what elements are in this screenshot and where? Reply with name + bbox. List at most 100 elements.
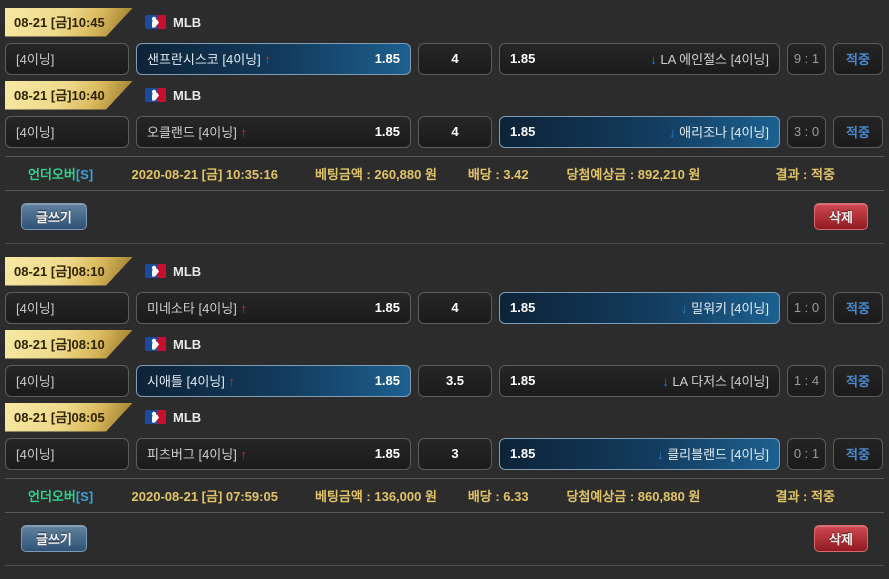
away-odds: 1.85 <box>510 373 536 388</box>
game-row: 08-21 [금]08:05 MLB [4이닝] 피츠버그 [4이닝] ↑ 1.… <box>5 399 884 472</box>
league-label: MLB <box>145 264 201 279</box>
away-team-cell[interactable]: 1.85 ↓ LA 다저스 [4이닝] <box>499 364 780 397</box>
inning-option-button[interactable]: [4이닝] <box>5 364 129 397</box>
league-name: MLB <box>173 409 202 425</box>
bet-expected-winnings: 당첨예상금 : 860,880 원 <box>566 489 701 504</box>
home-team-cell[interactable]: 샌프란시스코 [4이닝] ↑ 1.85 <box>136 42 411 75</box>
mlb-logo-icon <box>145 337 166 351</box>
handicap-value-cell[interactable]: 3 <box>418 437 492 470</box>
league-label: MLB <box>145 15 201 30</box>
odds-down-arrow-icon: ↓ <box>669 125 676 140</box>
slip-footer: 글쓰기 삭제 <box>5 513 884 563</box>
home-team-name: 시애틀 [4이닝] <box>147 374 225 389</box>
home-team-name: 피츠버그 [4이닝] <box>147 447 237 462</box>
odds-up-arrow-icon: ↑ <box>240 125 247 140</box>
league-label: MLB <box>145 88 201 103</box>
score-badge: 1 : 4 <box>787 364 826 397</box>
league-name: MLB <box>173 87 202 103</box>
league-name: MLB <box>173 14 202 30</box>
bet-datetime: 2020-08-21 [금] 07:59:05 <box>131 489 278 504</box>
game-row: 08-21 [금]08:10 MLB [4이닝] 미네소타 [4이닝] ↑ 1.… <box>5 253 884 326</box>
away-team-cell[interactable]: 1.85 ↓ 애리조나 [4이닝] <box>499 115 780 148</box>
odds-down-arrow-icon: ↓ <box>657 447 664 462</box>
inning-option-button[interactable]: [4이닝] <box>5 115 129 148</box>
odds-up-arrow-icon: ↑ <box>228 374 236 389</box>
bet-type-label: 언더오버[S] <box>28 489 94 504</box>
odds-up-arrow-icon: ↑ <box>240 447 247 462</box>
slip-footer: 글쓰기 삭제 <box>5 191 884 241</box>
odds-down-arrow-icon: ↓ <box>681 301 688 316</box>
home-team-cell[interactable]: 시애틀 [4이닝] ↑ 1.85 <box>136 364 411 397</box>
away-odds: 1.85 <box>510 124 536 139</box>
loading-dots: ... <box>436 573 453 579</box>
league-name: MLB <box>173 336 202 352</box>
game-row: 08-21 [금]10:40 MLB [4이닝] 오클랜드 [4이닝] ↑ 1.… <box>5 77 884 150</box>
mlb-logo-icon <box>145 264 166 278</box>
bet-result: 결과 : 적중 <box>775 489 835 504</box>
away-team-cell[interactable]: 1.85 ↓ 밀워키 [4이닝] <box>499 291 780 324</box>
write-button[interactable]: 글쓰기 <box>21 202 87 230</box>
handicap-value-cell[interactable]: 4 <box>418 115 492 148</box>
away-odds: 1.85 <box>510 51 536 66</box>
home-team-name: 샌프란시스코 [4이닝] <box>147 52 261 67</box>
delete-button[interactable]: 삭제 <box>814 202 868 230</box>
handicap-value-cell[interactable]: 4 <box>418 291 492 324</box>
result-badge: 적중 <box>833 364 883 397</box>
away-team-name: LA 다저스 [4이닝] <box>672 374 769 389</box>
bet-dividend: 배당 : 3.42 <box>467 167 529 182</box>
away-odds: 1.85 <box>510 300 536 315</box>
home-team-cell[interactable]: 피츠버그 [4이닝] ↑ 1.85 <box>136 437 411 470</box>
home-odds: 1.85 <box>374 300 400 315</box>
bet-summary-row: 언더오버[S] 2020-08-21 [금] 07:59:05 베팅금액 : 1… <box>5 478 884 513</box>
game-datetime-badge: 08-21 [금]08:10 <box>5 256 133 286</box>
home-team-cell[interactable]: 미네소타 [4이닝] ↑ 1.85 <box>136 291 411 324</box>
game-datetime-badge: 08-21 [금]08:10 <box>5 329 133 359</box>
odds-up-arrow-icon: ↑ <box>240 301 247 316</box>
league-label: MLB <box>145 410 201 425</box>
result-badge: 적중 <box>833 437 883 470</box>
result-badge: 적중 <box>833 42 883 75</box>
game-row: 08-21 [금]08:10 MLB [4이닝] 시애틀 [4이닝] ↑ 1.8… <box>5 326 884 399</box>
bet-summary-row: 언더오버[S] 2020-08-21 [금] 10:35:16 베팅금액 : 2… <box>5 156 884 191</box>
away-team-name: 밀워키 [4이닝] <box>691 301 769 316</box>
handicap-value-cell[interactable]: 4 <box>418 42 492 75</box>
away-team-name: 클리블랜드 [4이닝] <box>667 447 769 462</box>
bet-slip: 08-21 [금]08:10 MLB [4이닝] 미네소타 [4이닝] ↑ 1.… <box>5 253 884 566</box>
game-datetime-badge: 08-21 [금]10:40 <box>5 80 133 110</box>
mlb-logo-icon <box>145 88 166 102</box>
away-odds: 1.85 <box>510 446 536 461</box>
game-datetime-badge: 08-21 [금]08:05 <box>5 402 133 432</box>
away-team-name: LA 에인절스 [4이닝] <box>660 52 769 67</box>
bet-datetime: 2020-08-21 [금] 10:35:16 <box>131 167 278 182</box>
write-button[interactable]: 글쓰기 <box>21 524 87 552</box>
mlb-logo-icon <box>145 15 166 29</box>
bet-slip: 08-21 [금]10:45 MLB [4이닝] 샌프란시스코 [4이닝] ↑ … <box>5 4 884 244</box>
odds-down-arrow-icon: ↓ <box>662 374 669 389</box>
league-label: MLB <box>145 337 201 352</box>
inning-option-button[interactable]: [4이닝] <box>5 437 129 470</box>
away-team-name: 애리조나 [4이닝] <box>679 125 769 140</box>
result-badge: 적중 <box>833 115 883 148</box>
away-team-cell[interactable]: 1.85 ↓ LA 에인절스 [4이닝] <box>499 42 780 75</box>
home-team-name: 오클랜드 [4이닝] <box>147 125 237 140</box>
away-team-cell[interactable]: 1.85 ↓ 클리블랜드 [4이닝] <box>499 437 780 470</box>
bet-amount: 베팅금액 : 260,880 원 <box>314 167 437 182</box>
inning-option-button[interactable]: [4이닝] <box>5 42 129 75</box>
bet-expected-winnings: 당첨예상금 : 892,210 원 <box>566 167 701 182</box>
mlb-logo-icon <box>145 410 166 424</box>
league-name: MLB <box>173 263 202 279</box>
score-badge: 3 : 0 <box>787 115 826 148</box>
inning-option-button[interactable]: [4이닝] <box>5 291 129 324</box>
handicap-value-cell[interactable]: 3.5 <box>418 364 492 397</box>
result-badge: 적중 <box>833 291 883 324</box>
score-badge: 9 : 1 <box>787 42 826 75</box>
home-odds: 1.85 <box>374 124 400 139</box>
bet-dividend: 배당 : 6.33 <box>467 489 529 504</box>
score-badge: 1 : 0 <box>787 291 826 324</box>
home-team-cell[interactable]: 오클랜드 [4이닝] ↑ 1.85 <box>136 115 411 148</box>
bet-result: 결과 : 적중 <box>775 167 835 182</box>
game-datetime-badge: 08-21 [금]10:45 <box>5 7 133 37</box>
delete-button[interactable]: 삭제 <box>814 524 868 552</box>
game-row: 08-21 [금]10:45 MLB [4이닝] 샌프란시스코 [4이닝] ↑ … <box>5 4 884 77</box>
